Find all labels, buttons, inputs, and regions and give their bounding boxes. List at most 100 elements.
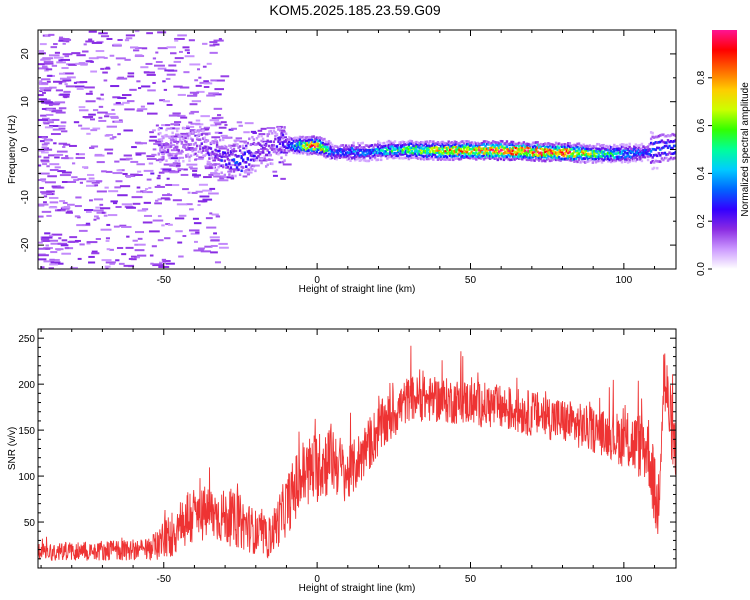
spectrogram-cell — [206, 160, 210, 164]
spectrogram-cell — [432, 153, 435, 156]
spectrogram-cell — [422, 147, 426, 151]
spectrogram-cell — [286, 138, 289, 141]
spectrogram-cell — [315, 147, 318, 151]
spectrogram-cell — [263, 141, 266, 145]
spectrogram-cell — [218, 154, 222, 158]
spectrogram-cell — [252, 138, 256, 141]
spectrogram-cell — [484, 149, 487, 153]
noise-speckle — [169, 157, 178, 160]
spectrogram-cell — [531, 158, 535, 161]
spectrogram-cell — [490, 152, 493, 156]
spectrogram-cell — [591, 151, 595, 155]
noise-speckle — [185, 125, 190, 128]
spectrogram-cell — [298, 147, 302, 150]
spectrogram-cell — [660, 139, 664, 143]
spectrogram-cell — [580, 157, 584, 161]
spectrogram-cell — [614, 145, 618, 149]
spectrogram-cell — [162, 155, 165, 159]
spectrogram-cell — [251, 164, 254, 168]
spectrogram-cell — [594, 147, 598, 150]
spectrogram-cell — [479, 149, 483, 153]
noise-speckle — [277, 128, 282, 131]
spectrogram-cell — [335, 151, 338, 154]
spectrogram-cell — [360, 148, 363, 152]
spectrogram-cell — [498, 154, 501, 158]
spectrogram-cell — [464, 152, 467, 156]
spectrogram-cell — [560, 145, 564, 148]
spectrogram-cell — [524, 156, 527, 160]
spectrogram-cell — [422, 143, 426, 147]
spectrogram-cell — [600, 157, 604, 161]
spectrogram-cell — [214, 138, 217, 142]
noise-speckle — [140, 66, 149, 69]
noise-speckle — [39, 172, 50, 175]
spectrogram-cell — [409, 156, 412, 160]
spectrogram-cell — [583, 145, 587, 148]
spectrogram-cell — [277, 136, 280, 140]
spectrogram-cell — [415, 142, 418, 146]
noise-speckle — [148, 186, 152, 189]
spectrogram-cell — [301, 148, 305, 151]
spectrogram-cell — [487, 147, 490, 150]
spectrogram-cell — [396, 144, 400, 147]
spectrogram-cell — [226, 157, 230, 161]
spectrogram-cell — [634, 149, 637, 153]
spectrogram-cell — [349, 159, 352, 162]
spectrogram-cell — [545, 149, 549, 153]
spectrogram-cell — [369, 144, 372, 148]
spectrogram-cell — [232, 170, 236, 173]
spectrogram-cell — [386, 157, 389, 160]
spectrogram-cell — [656, 146, 659, 150]
noise-speckle — [91, 252, 100, 255]
spectrogram-cell — [622, 145, 625, 149]
spectrogram-cell — [430, 145, 434, 149]
spectrogram-cell — [222, 152, 225, 156]
spectrogram-cell — [562, 152, 565, 156]
spectrogram-cell — [487, 148, 490, 152]
noise-speckle — [213, 43, 220, 46]
spectrogram-cell — [172, 138, 176, 142]
spectrogram-cell — [636, 147, 639, 151]
noise-speckle — [218, 38, 222, 41]
spectrogram-cell — [473, 148, 476, 152]
noise-speckle — [165, 77, 171, 80]
noise-speckle — [266, 127, 276, 130]
spectrogram-cell — [333, 144, 337, 148]
spectrogram-cell — [600, 147, 604, 150]
noise-speckle — [55, 248, 64, 251]
spectrogram-cell — [271, 144, 274, 147]
spectrogram-cell — [189, 137, 193, 140]
spectrogram-cell — [243, 152, 246, 156]
spectrogram-cell — [548, 153, 552, 156]
spectrogram-cell — [401, 151, 404, 154]
spectrogram-cell — [300, 145, 303, 148]
spectrogram-cell — [281, 141, 285, 145]
spectrogram-cell — [445, 148, 449, 152]
noise-speckle — [163, 88, 168, 91]
noise-speckle — [73, 81, 77, 84]
spectrogram-cell — [479, 142, 483, 145]
spectrogram-cell — [409, 148, 412, 152]
noise-speckle — [178, 214, 187, 217]
spectrogram-cell — [553, 144, 556, 147]
spectrogram-cell — [447, 150, 450, 153]
spectrogram-cell — [654, 153, 657, 157]
spectrogram-cell — [401, 140, 404, 144]
noise-speckle — [154, 64, 165, 67]
noise-speckle — [46, 165, 50, 168]
spectrogram-cell — [240, 165, 243, 169]
spectrogram-cell — [593, 157, 596, 161]
spectrogram-cell — [240, 154, 243, 158]
spectrogram-cell — [536, 158, 539, 161]
spectrogram-cell — [662, 140, 665, 144]
spectrogram-cell — [297, 144, 300, 147]
spectrogram-cell — [422, 150, 426, 154]
spectrogram-cell — [179, 151, 182, 155]
spectrogram-cell — [340, 155, 343, 159]
noise-speckle — [176, 203, 188, 206]
spectrogram-cell — [310, 140, 314, 144]
spectrogram-cell — [576, 155, 579, 159]
spectrogram-cell — [508, 142, 512, 146]
noise-speckle — [177, 241, 183, 244]
colorbar-tick-label: 0.4 — [696, 166, 707, 180]
